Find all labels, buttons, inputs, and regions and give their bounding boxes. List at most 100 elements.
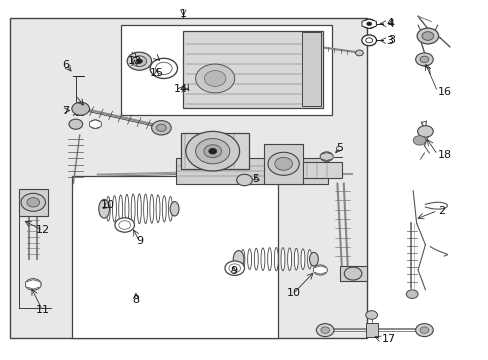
Circle shape — [365, 38, 372, 43]
Ellipse shape — [294, 248, 298, 270]
Circle shape — [203, 145, 221, 158]
Bar — [365, 323, 377, 337]
Text: 10: 10 — [101, 200, 114, 210]
Polygon shape — [89, 120, 101, 129]
Circle shape — [132, 56, 146, 67]
Ellipse shape — [168, 197, 172, 221]
Ellipse shape — [307, 249, 311, 269]
Ellipse shape — [131, 194, 135, 224]
Ellipse shape — [233, 251, 244, 268]
Circle shape — [412, 136, 425, 145]
Ellipse shape — [241, 249, 244, 269]
Ellipse shape — [112, 196, 116, 222]
Text: 16: 16 — [437, 87, 451, 97]
Ellipse shape — [254, 248, 258, 270]
Ellipse shape — [309, 252, 318, 266]
Circle shape — [406, 290, 417, 298]
Bar — [183, 31, 322, 108]
Ellipse shape — [106, 197, 110, 221]
Circle shape — [362, 19, 375, 28]
Text: 18: 18 — [437, 150, 451, 160]
Ellipse shape — [125, 194, 129, 223]
Ellipse shape — [301, 249, 305, 270]
Ellipse shape — [274, 248, 278, 271]
Circle shape — [320, 327, 329, 333]
Circle shape — [320, 152, 332, 161]
Circle shape — [127, 52, 151, 70]
Text: 2: 2 — [437, 206, 444, 216]
Text: 13: 13 — [127, 56, 141, 66]
Circle shape — [419, 56, 428, 63]
Circle shape — [236, 174, 252, 186]
Polygon shape — [313, 266, 326, 274]
Circle shape — [228, 264, 240, 273]
Ellipse shape — [149, 194, 153, 223]
Text: 3: 3 — [386, 36, 392, 46]
Bar — [121, 25, 331, 115]
Circle shape — [136, 59, 142, 63]
Text: 10: 10 — [286, 288, 300, 298]
Bar — [181, 133, 249, 169]
Circle shape — [150, 58, 177, 78]
Ellipse shape — [137, 194, 141, 224]
Polygon shape — [320, 153, 332, 161]
Bar — [339, 266, 366, 281]
Polygon shape — [25, 280, 41, 289]
Circle shape — [185, 131, 239, 171]
Ellipse shape — [156, 195, 160, 222]
Circle shape — [267, 152, 299, 175]
Text: 3: 3 — [387, 35, 394, 45]
Bar — [19, 189, 48, 216]
Circle shape — [151, 121, 171, 135]
Text: 14: 14 — [174, 84, 187, 94]
Ellipse shape — [170, 202, 179, 216]
Bar — [10, 18, 366, 338]
Ellipse shape — [143, 194, 147, 224]
Circle shape — [155, 62, 172, 75]
Ellipse shape — [162, 196, 166, 222]
Polygon shape — [361, 19, 376, 28]
Circle shape — [274, 157, 292, 170]
Circle shape — [72, 102, 89, 115]
Ellipse shape — [287, 248, 291, 270]
Circle shape — [224, 261, 244, 275]
Ellipse shape — [247, 249, 251, 270]
Circle shape — [421, 32, 433, 40]
Circle shape — [195, 64, 234, 93]
Circle shape — [204, 71, 225, 86]
Bar — [264, 144, 303, 184]
Circle shape — [25, 279, 41, 290]
Text: 4: 4 — [386, 18, 393, 28]
Circle shape — [344, 267, 361, 280]
Text: 9: 9 — [230, 266, 237, 276]
Circle shape — [361, 35, 376, 46]
Circle shape — [115, 218, 134, 232]
Circle shape — [415, 324, 432, 337]
Text: 15: 15 — [149, 68, 163, 78]
Text: 7: 7 — [62, 105, 69, 116]
Text: 11: 11 — [36, 305, 49, 315]
Circle shape — [416, 28, 438, 44]
Circle shape — [419, 327, 428, 333]
Text: 12: 12 — [36, 225, 49, 235]
Circle shape — [355, 50, 363, 56]
Circle shape — [195, 139, 229, 164]
Bar — [303, 162, 342, 178]
Ellipse shape — [267, 248, 271, 271]
Circle shape — [69, 119, 82, 129]
Text: 4: 4 — [387, 19, 394, 29]
Text: 8: 8 — [132, 294, 139, 305]
Text: 5: 5 — [251, 174, 258, 184]
Text: 9: 9 — [136, 236, 142, 246]
Circle shape — [313, 265, 326, 275]
Circle shape — [415, 53, 432, 66]
Circle shape — [89, 120, 101, 129]
Circle shape — [119, 221, 130, 229]
Circle shape — [365, 311, 377, 319]
Text: 6: 6 — [62, 60, 69, 70]
Circle shape — [156, 124, 166, 131]
Circle shape — [417, 126, 432, 137]
Bar — [176, 158, 327, 184]
Ellipse shape — [261, 248, 264, 270]
Circle shape — [27, 198, 40, 207]
